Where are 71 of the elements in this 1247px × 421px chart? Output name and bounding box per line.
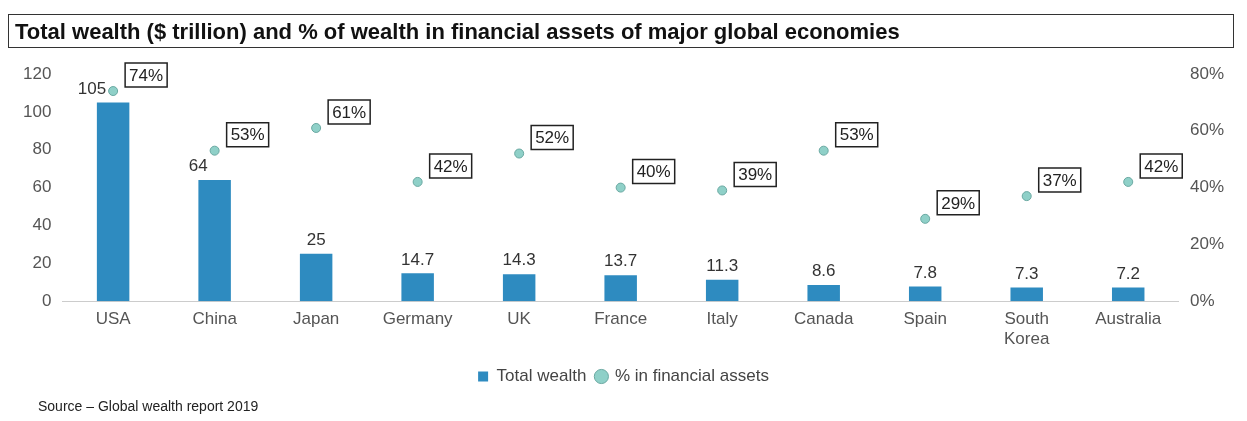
bar bbox=[807, 284, 840, 302]
x-tick-label: Japan bbox=[292, 309, 340, 329]
x-tick-label: China bbox=[192, 309, 238, 329]
y2-tick-label: 80% bbox=[1189, 63, 1225, 83]
point bbox=[108, 86, 119, 97]
x-tick-label: USA bbox=[95, 309, 132, 329]
data-label: 61% bbox=[332, 102, 367, 122]
bar bbox=[96, 102, 130, 302]
legend-label: % in financial assets bbox=[614, 366, 769, 386]
x-tick-label: Canada bbox=[793, 309, 854, 329]
x-tick-label: Australia bbox=[1095, 309, 1162, 329]
bar bbox=[1111, 287, 1145, 302]
data-label: 105 bbox=[77, 78, 107, 98]
point bbox=[1021, 191, 1032, 202]
source-note: Source – Global wealth report 2019 bbox=[38, 398, 259, 414]
bar bbox=[502, 274, 536, 302]
y2-tick-label: 60% bbox=[1189, 120, 1225, 140]
y-tick-label: 120 bbox=[22, 63, 52, 83]
y-tick-label: 40 bbox=[32, 215, 52, 235]
data-label: 7.8 bbox=[913, 262, 938, 282]
data-label: 39% bbox=[738, 165, 773, 185]
x-tick-label: Spain bbox=[903, 309, 947, 329]
data-label: 14.7 bbox=[401, 249, 435, 269]
point bbox=[615, 182, 626, 193]
data-label: 25 bbox=[306, 230, 326, 250]
data-label: 13.7 bbox=[604, 251, 638, 271]
data-label: 74% bbox=[129, 65, 164, 85]
data-label: 7.2 bbox=[1116, 263, 1141, 283]
data-label: 11.3 bbox=[706, 255, 739, 275]
data-label: 53% bbox=[839, 125, 874, 145]
bar bbox=[401, 273, 434, 302]
bar bbox=[299, 253, 333, 302]
legend-label: Total wealth bbox=[496, 366, 587, 386]
y-tick-label: 20 bbox=[32, 253, 52, 273]
data-label: 52% bbox=[535, 128, 570, 148]
bar bbox=[908, 286, 942, 302]
point bbox=[209, 145, 220, 156]
data-label: 64 bbox=[188, 156, 208, 176]
point bbox=[514, 148, 525, 159]
data-label: 42% bbox=[433, 156, 468, 176]
point bbox=[1123, 176, 1134, 187]
data-label: 40% bbox=[636, 162, 671, 182]
point bbox=[717, 185, 728, 196]
data-label: 14.3 bbox=[502, 250, 536, 270]
x-tick-label: Germany bbox=[382, 309, 454, 329]
point bbox=[412, 176, 423, 187]
data-label: 37% bbox=[1042, 170, 1077, 190]
data-label: 7.3 bbox=[1014, 263, 1039, 283]
bar bbox=[705, 279, 739, 302]
data-label: 53% bbox=[230, 125, 265, 145]
x-tick-label: UK bbox=[507, 309, 532, 329]
y-tick-label: 60 bbox=[32, 177, 52, 197]
x-tick-label: Italy bbox=[706, 309, 739, 329]
bar bbox=[198, 180, 231, 302]
y-tick-label: 0 bbox=[41, 290, 52, 310]
chart-title: Total wealth ($ trillion) and % of wealth in financial assets of major global economies bbox=[8, 14, 1234, 48]
x-tick-label: South Korea bbox=[1004, 309, 1050, 349]
y2-tick-label: 0% bbox=[1189, 290, 1215, 310]
point bbox=[311, 122, 322, 133]
data-label: 8.6 bbox=[811, 261, 836, 281]
x-tick-label: France bbox=[594, 309, 648, 329]
y-tick-label: 100 bbox=[22, 101, 52, 121]
y2-tick-label: 20% bbox=[1189, 234, 1225, 254]
point bbox=[818, 145, 829, 156]
y-tick-label: 80 bbox=[32, 139, 52, 159]
y2-tick-label: 40% bbox=[1189, 177, 1225, 197]
bar bbox=[604, 275, 637, 302]
point bbox=[920, 213, 931, 224]
data-label: 42% bbox=[1144, 156, 1179, 176]
bar bbox=[1010, 287, 1043, 302]
data-label: 29% bbox=[941, 193, 976, 213]
